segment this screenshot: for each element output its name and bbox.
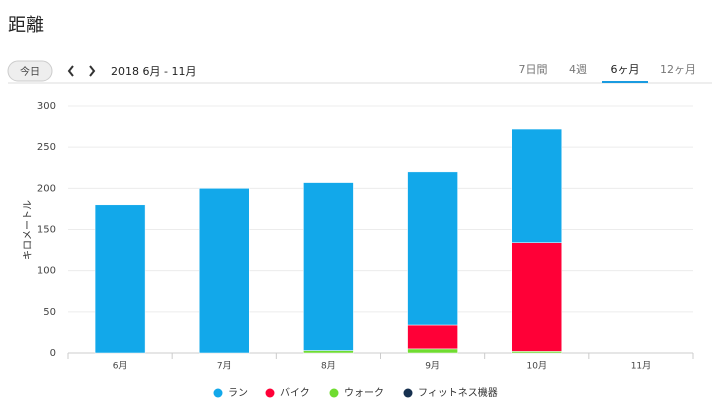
x-tick-label: 8月 <box>321 361 336 372</box>
x-tick-label: 9月 <box>425 361 440 372</box>
range-tab[interactable]: 12ヶ月 <box>660 63 696 76</box>
range-tab[interactable]: 6ヶ月 <box>611 63 640 76</box>
y-tick-label: 150 <box>37 225 56 236</box>
bar-segment <box>303 350 354 354</box>
y-axis-label: キロメートル <box>23 200 34 260</box>
x-tick-label: 10月 <box>527 361 547 372</box>
y-tick-label: 250 <box>37 142 56 153</box>
prev-arrow[interactable] <box>67 65 74 77</box>
bar-segment <box>199 188 250 354</box>
legend-label[interactable]: バイク <box>280 387 310 399</box>
x-tick-label: 11月 <box>631 361 651 372</box>
y-tick-label: 100 <box>37 266 56 277</box>
bar-segment <box>303 182 354 351</box>
bar-segment <box>407 324 458 350</box>
date-range: 2018 6月 - 11月 <box>111 65 196 78</box>
bar-segment <box>407 171 458 326</box>
bar-segment <box>407 348 458 354</box>
bar-segment <box>511 242 562 352</box>
today-label[interactable]: 今日 <box>20 65 40 78</box>
bar-segment <box>511 128 562 243</box>
legend-swatch[interactable] <box>403 388 413 398</box>
legend-label[interactable]: ラン <box>228 387 248 399</box>
x-tick-label: 6月 <box>113 361 128 372</box>
y-tick-label: 50 <box>43 307 56 318</box>
legend-swatch[interactable] <box>213 388 223 398</box>
y-tick-label: 0 <box>50 348 56 359</box>
range-tab[interactable]: 7日間 <box>519 63 548 76</box>
legend-label[interactable]: ウォーク <box>344 387 384 399</box>
y-tick-label: 300 <box>37 101 56 112</box>
legend-swatch[interactable] <box>329 388 339 398</box>
range-tab[interactable]: 4週 <box>569 63 587 76</box>
page-title: 距離 <box>8 15 44 36</box>
legend-swatch[interactable] <box>265 388 275 398</box>
legend-label[interactable]: フィットネス機器 <box>418 386 498 399</box>
y-tick-label: 200 <box>37 183 56 194</box>
today-button[interactable] <box>7 60 53 82</box>
bar-segment <box>94 204 146 354</box>
next-arrow[interactable] <box>89 65 96 77</box>
x-tick-label: 7月 <box>217 361 232 372</box>
